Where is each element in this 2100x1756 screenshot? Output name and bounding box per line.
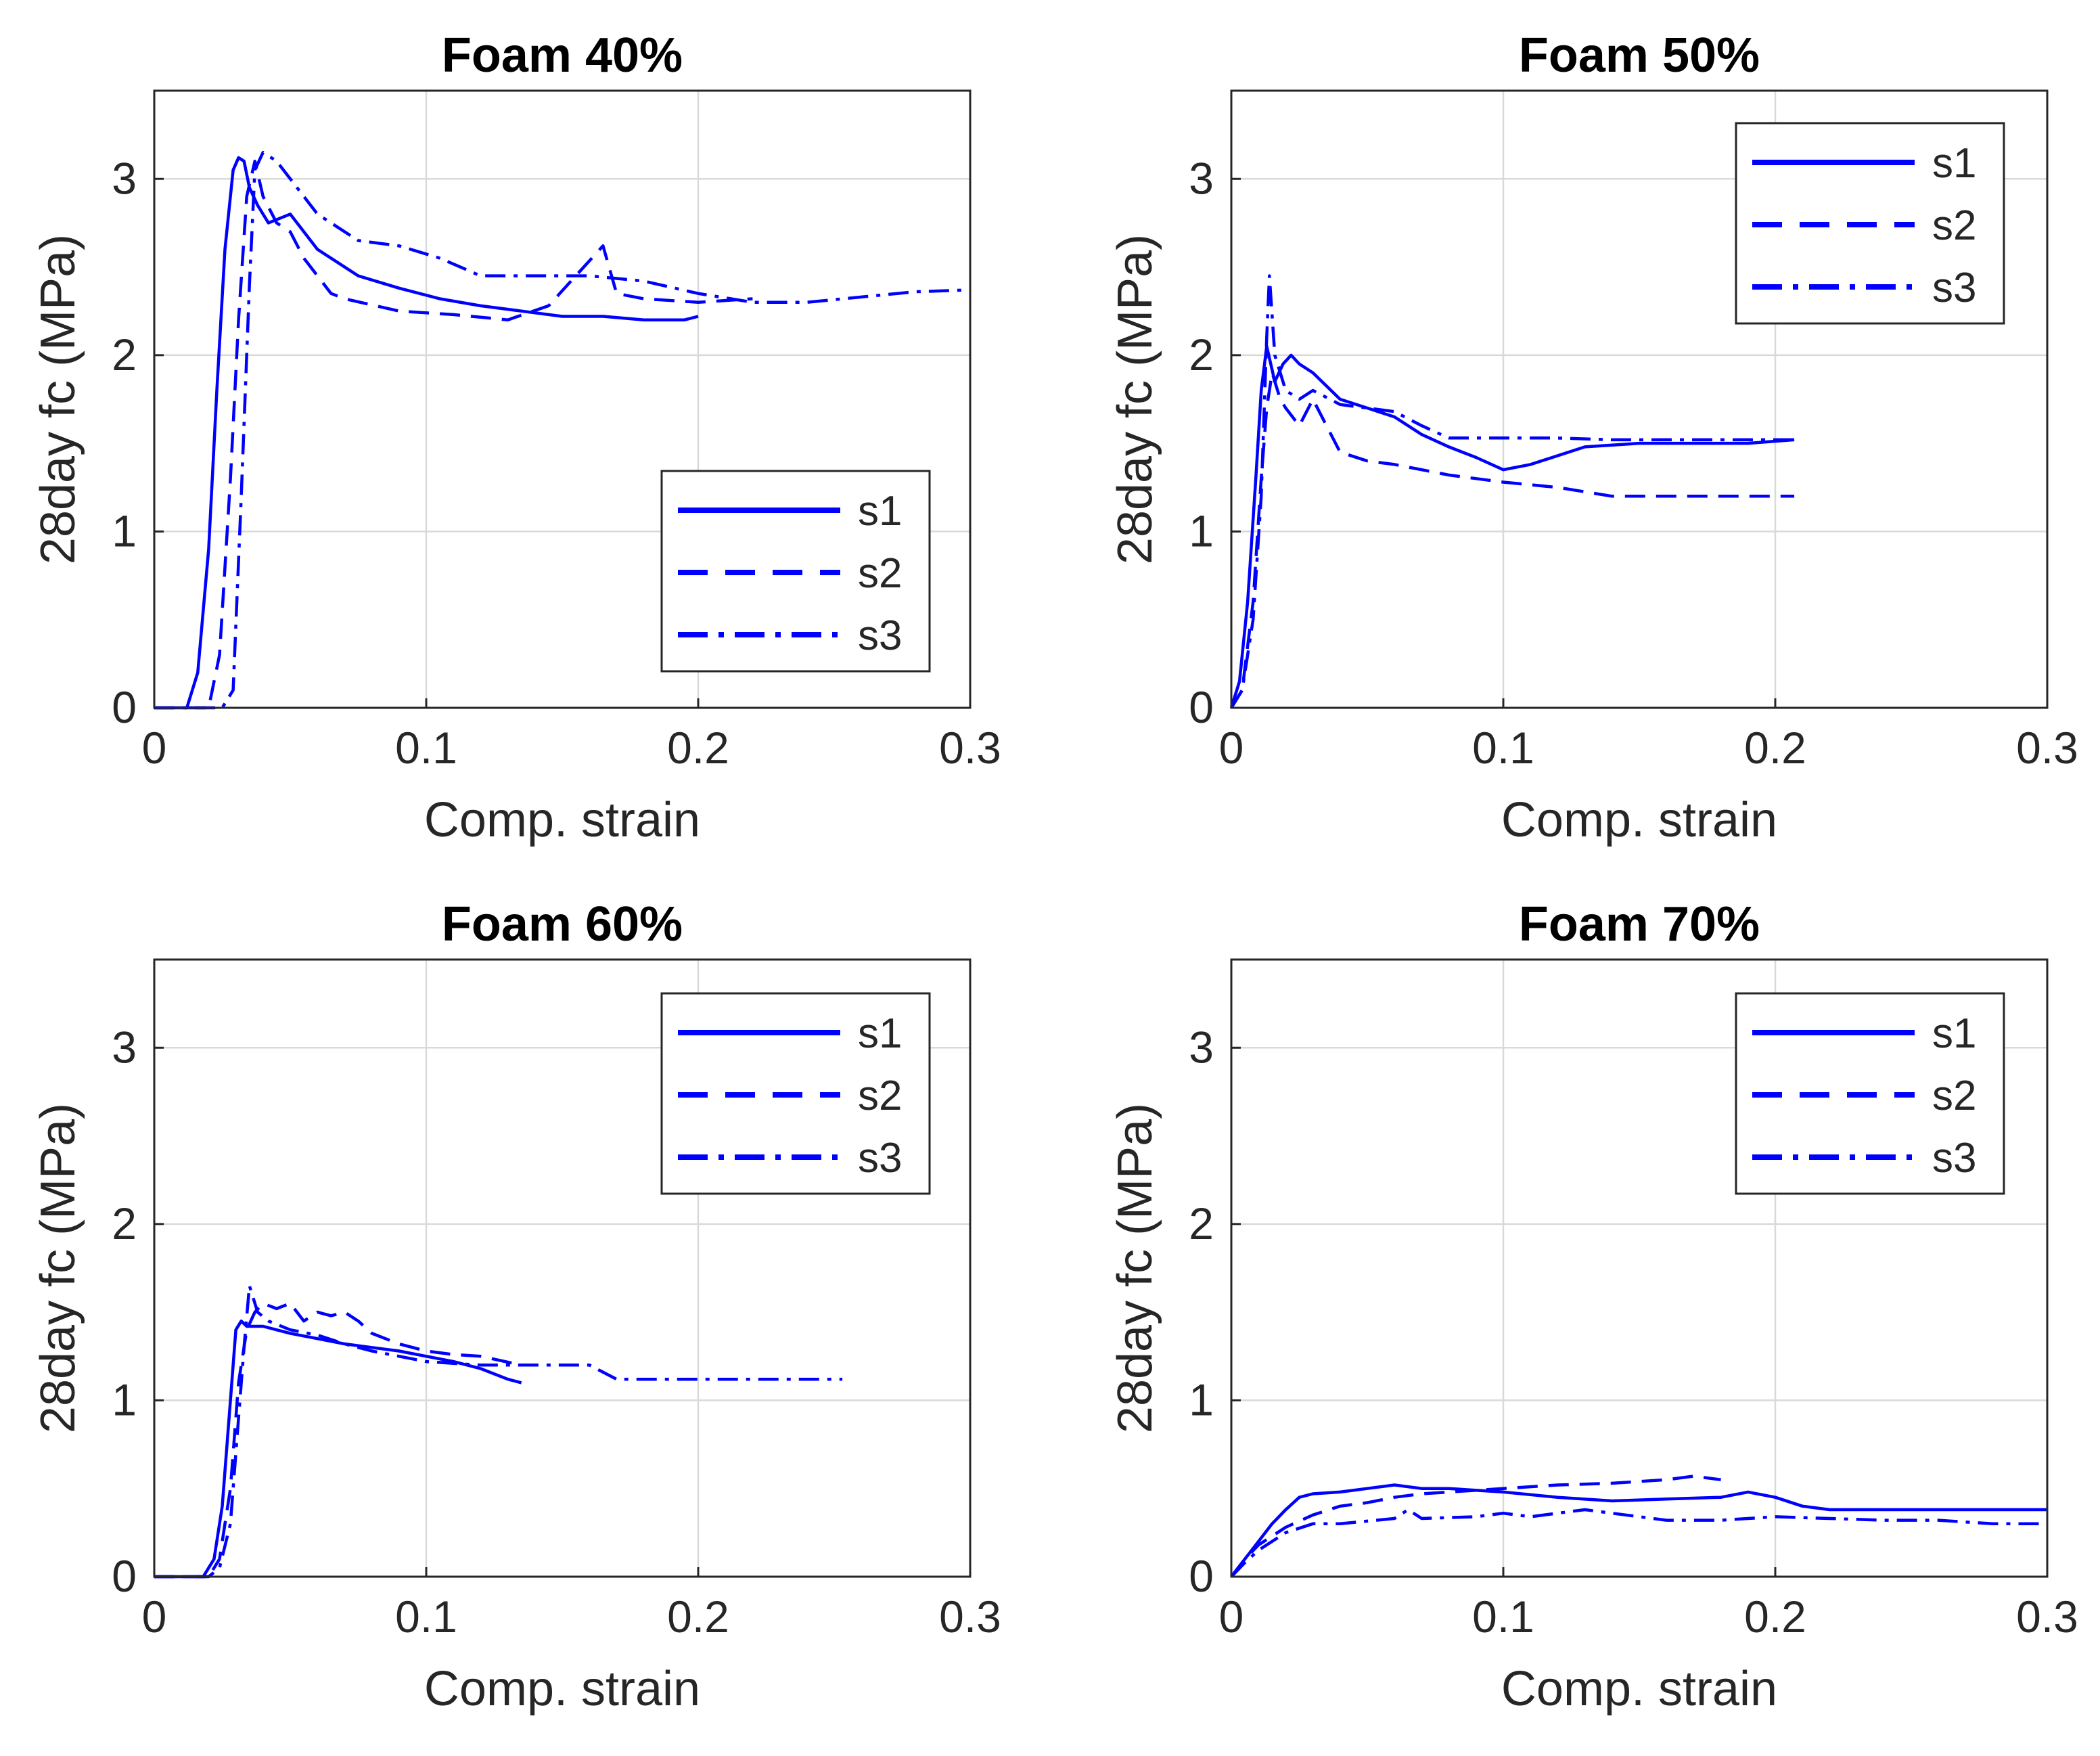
x-tick-label: 0.3 <box>2016 723 2078 773</box>
x-tick-label: 0 <box>142 1592 167 1642</box>
series-line-s3 <box>154 150 971 710</box>
chart-title: Foam 70% <box>1519 897 1760 951</box>
x-axis-label: Comp. strain <box>1501 793 1777 847</box>
x-tick-label: 0 <box>142 723 167 773</box>
x-tick-label: 0.1 <box>395 723 457 773</box>
y-tick-label: 1 <box>112 505 137 556</box>
x-tick-label: 0.1 <box>395 1592 457 1642</box>
x-tick-label: 0.2 <box>1744 723 1806 773</box>
y-tick-label: 2 <box>112 1198 137 1248</box>
series-line-s2 <box>1230 371 1795 709</box>
x-tick-label: 0.3 <box>2016 1592 2078 1642</box>
series-line-s2 <box>1230 1474 1721 1578</box>
series-line-s2 <box>154 1301 522 1579</box>
x-tick-label: 0.2 <box>667 723 729 773</box>
x-tick-label: 0.1 <box>1472 1592 1534 1642</box>
subplot-3: 0 0.1 0.2 0.3 0 1 2 3 Foam 60% Comp. strain 28day … <box>31 897 1001 1716</box>
legend-label: s1 <box>1932 140 1976 187</box>
y-axis-label: 28day fc (MPa) <box>1108 1103 1162 1433</box>
x-tick-label: 0.2 <box>1744 1592 1806 1642</box>
legend-label: s3 <box>1932 1135 1976 1181</box>
x-tick-label: 0 <box>1219 1592 1244 1642</box>
x-tick-label: 0.3 <box>939 723 1001 773</box>
legend-label: s1 <box>1932 1010 1976 1057</box>
y-tick-label: 1 <box>1189 1374 1214 1424</box>
y-tick-label: 0 <box>112 1551 137 1601</box>
legend-label: s2 <box>858 550 902 597</box>
y-tick-label: 3 <box>1189 153 1214 203</box>
chart-title: Foam 60% <box>442 897 683 951</box>
legend: s1 s2 s3 <box>660 992 931 1195</box>
legend: s1 s2 s3 <box>1735 122 2005 325</box>
x-axis-label: Comp. strain <box>1501 1662 1777 1716</box>
series-line-s3 <box>1230 1508 2047 1578</box>
subplot-2: 0 0.1 0.2 0.3 0 1 2 3 Foam 50% Comp. strain 28day … <box>1108 28 2078 847</box>
axes-frame <box>1230 89 2049 709</box>
x-tick-label: 0.2 <box>667 1592 729 1642</box>
series-line-s2 <box>154 159 753 710</box>
legend-label: s3 <box>858 1135 902 1181</box>
series-line-s1 <box>154 156 699 710</box>
axes-frame <box>153 958 972 1578</box>
series-line-s1 <box>1230 1483 2047 1578</box>
y-tick-label: 3 <box>112 1022 137 1072</box>
axes-frame <box>153 89 972 709</box>
x-tick-label: 0.1 <box>1472 723 1534 773</box>
legend: s1 s2 s3 <box>1735 992 2005 1195</box>
subplot-1: 0 0.1 0.2 0.3 0 1 2 3 Foam 40% Comp. strain 28day … <box>31 28 1001 847</box>
x-axis-label: Comp. strain <box>424 793 700 847</box>
y-tick-label: 2 <box>1189 330 1214 380</box>
x-axis-label: Comp. strain <box>424 1662 700 1716</box>
legend-label: s2 <box>858 1073 902 1119</box>
axes-frame <box>1230 958 2049 1578</box>
y-tick-label: 1 <box>1189 505 1214 556</box>
y-tick-label: 0 <box>1189 682 1214 732</box>
y-axis-label: 28day fc (MPa) <box>1108 234 1162 564</box>
x-tick-label: 0 <box>1219 723 1244 773</box>
y-tick-label: 1 <box>112 1374 137 1424</box>
y-tick-label: 2 <box>1189 1198 1214 1248</box>
legend-label: s2 <box>1932 1073 1976 1119</box>
chart-title: Foam 50% <box>1519 28 1760 83</box>
subplot-4: 0 0.1 0.2 0.3 0 1 2 3 Foam 70% Comp. strain 28day … <box>1108 897 2078 1716</box>
y-tick-label: 2 <box>112 330 137 380</box>
legend-label: s1 <box>858 1010 902 1057</box>
y-tick-label: 3 <box>1189 1022 1214 1072</box>
chart-title: Foam 40% <box>442 28 683 83</box>
legend-label: s1 <box>858 488 902 535</box>
y-axis-label: 28day fc (MPa) <box>31 234 85 564</box>
y-tick-label: 3 <box>112 153 137 203</box>
y-tick-label: 0 <box>112 682 137 732</box>
legend: s1 s2 s3 <box>660 470 931 673</box>
legend-label: s3 <box>858 612 902 659</box>
y-tick-label: 0 <box>1189 1551 1214 1601</box>
legend-label: s2 <box>1932 202 1976 249</box>
series-line-s3 <box>1230 274 1795 709</box>
series-line-s1 <box>154 1319 522 1579</box>
x-tick-label: 0.3 <box>939 1592 1001 1642</box>
legend-label: s3 <box>1932 265 1976 311</box>
series-line-s1 <box>1229 344 1795 708</box>
series-line-s3 <box>154 1284 843 1579</box>
y-axis-label: 28day fc (MPa) <box>31 1103 85 1433</box>
